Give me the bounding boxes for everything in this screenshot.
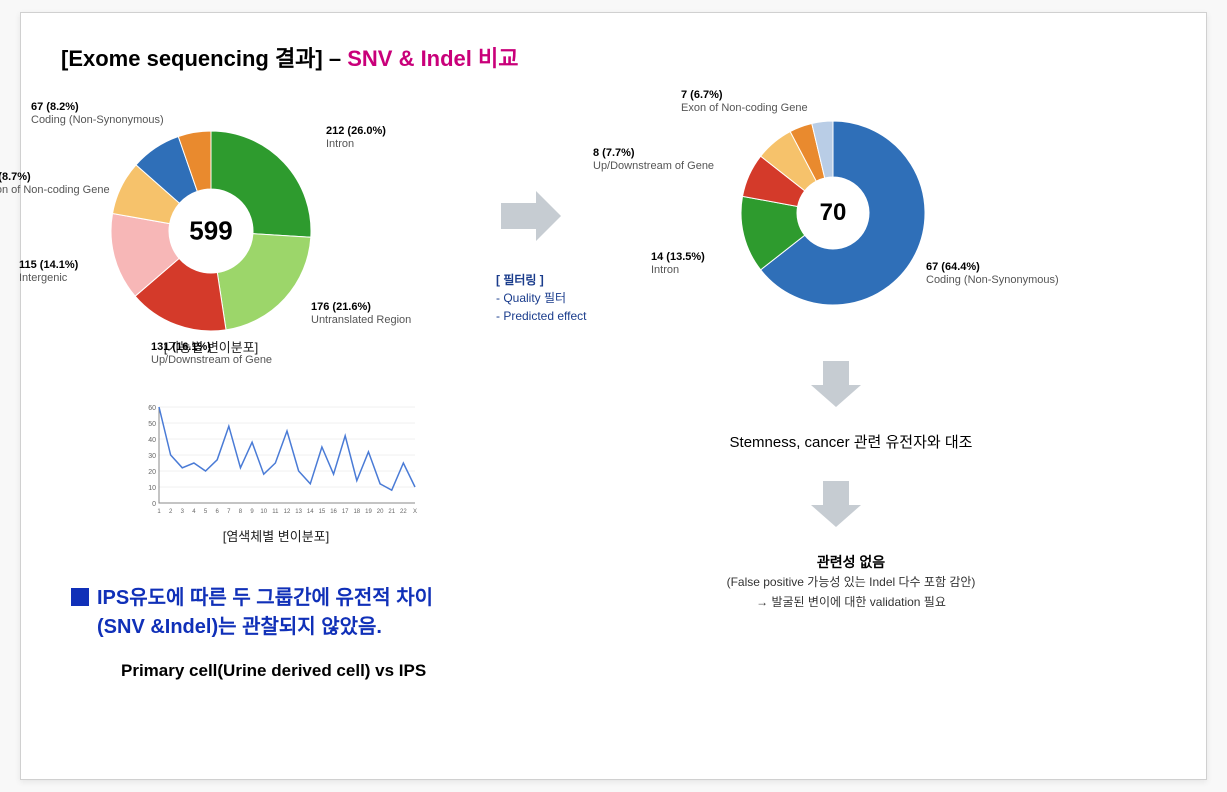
- line-chart-wrap: 0102030405060123456789101112131415161718…: [131, 401, 421, 545]
- filter-line1: - Quality 필터: [496, 289, 587, 307]
- svg-text:11: 11: [272, 509, 279, 515]
- svg-text:2: 2: [169, 509, 173, 515]
- svg-text:6: 6: [216, 509, 220, 515]
- donut-segment: [217, 234, 310, 330]
- bullet-line1: IPS유도에 따른 두 그룹간에 유전적 차이: [97, 587, 433, 609]
- donut-left: 599 212 (26.0%)Intron176 (21.6%)Untransl…: [111, 131, 311, 331]
- svg-text:40: 40: [148, 437, 156, 444]
- svg-text:19: 19: [365, 509, 372, 515]
- donut-right: 70 67 (64.4%)Coding (Non-Synonymous)14 (…: [741, 121, 925, 305]
- title-highlight: SNV & Indel 비교: [347, 46, 518, 71]
- segment-label: 14 (13.5%)Intron: [651, 251, 705, 276]
- filter-title: [ 필터링 ]: [496, 271, 587, 289]
- svg-text:X: X: [413, 509, 417, 515]
- svg-text:13: 13: [295, 509, 302, 515]
- segment-label: 176 (21.6%)Untranslated Region: [311, 301, 411, 326]
- segment-label: 71 (8.7%)Exon of Non-coding Gene: [0, 171, 110, 196]
- svg-text:9: 9: [250, 509, 254, 515]
- donut-right-wrap: 70 67 (64.4%)Coding (Non-Synonymous)14 (…: [741, 121, 925, 305]
- stemness-text: Stemness, cancer 관련 유전자와 대조: [681, 431, 1021, 452]
- line-chart-caption: [염색체별 변이분포]: [131, 526, 421, 545]
- svg-text:10: 10: [260, 509, 267, 515]
- segment-label: 8 (7.7%)Up/Downstream of Gene: [593, 147, 714, 172]
- donut-left-center: 599: [189, 216, 232, 247]
- svg-text:3: 3: [181, 509, 185, 515]
- line-chart-svg: 0102030405060123456789101112131415161718…: [131, 401, 421, 521]
- filter-text: [ 필터링 ] - Quality 필터 - Predicted effect: [496, 271, 587, 325]
- svg-text:18: 18: [353, 509, 360, 515]
- title-prefix: [Exome sequencing 결과] –: [61, 46, 347, 71]
- svg-text:60: 60: [148, 405, 156, 412]
- svg-text:4: 4: [192, 509, 196, 515]
- slide-title: [Exome sequencing 결과] – SNV & Indel 비교: [61, 41, 1166, 73]
- slide: [Exome sequencing 결과] – SNV & Indel 비교 5…: [20, 12, 1207, 780]
- result-line2: → 발굴된 변이에 대한 validation 필요: [651, 593, 1051, 612]
- svg-text:22: 22: [400, 509, 407, 515]
- result-box: 관련성 없음 (False positive 가능성 있는 Indel 다수 포…: [651, 551, 1051, 612]
- result-heading: 관련성 없음: [651, 551, 1051, 573]
- svg-text:10: 10: [148, 485, 156, 492]
- segment-label: 212 (26.0%)Intron: [326, 125, 386, 150]
- svg-text:12: 12: [284, 509, 291, 515]
- svg-text:5: 5: [204, 509, 208, 515]
- svg-text:21: 21: [388, 509, 395, 515]
- svg-text:1: 1: [157, 509, 161, 515]
- donut-right-center: 70: [820, 199, 847, 227]
- svg-text:14: 14: [307, 509, 314, 515]
- svg-text:20: 20: [377, 509, 384, 515]
- segment-label: 131 (16.1%)Up/Downstream of Gene: [151, 341, 272, 366]
- sub-bullet: Primary cell(Urine derived cell) vs IPS: [121, 661, 426, 681]
- result-line1: (False positive 가능성 있는 Indel 다수 포함 감안): [651, 573, 1051, 592]
- arrow-down-2-icon: [811, 481, 861, 532]
- svg-text:8: 8: [239, 509, 243, 515]
- arrow-right-icon: [501, 191, 561, 246]
- svg-text:30: 30: [148, 453, 156, 460]
- segment-label: 67 (64.4%)Coding (Non-Synonymous): [926, 261, 1059, 286]
- svg-text:7: 7: [227, 509, 231, 515]
- segment-label: 115 (14.1%)Intergenic: [19, 259, 78, 284]
- bullet-line2: (SNV &Indel)는 관찰되지 않았음.: [97, 616, 382, 638]
- arrow-down-1-icon: [811, 361, 861, 412]
- filter-line2: - Predicted effect: [496, 307, 587, 325]
- svg-text:50: 50: [148, 421, 156, 428]
- svg-text:0: 0: [152, 501, 156, 508]
- svg-text:15: 15: [319, 509, 326, 515]
- svg-text:20: 20: [148, 469, 156, 476]
- line-series: [159, 407, 415, 490]
- content-area: 599 212 (26.0%)Intron 176 (21.6%)Untransl…: [61, 91, 1166, 771]
- donut-left-wrap: 599 212 (26.0%)Intron176 (21.6%)Untransl…: [111, 131, 311, 356]
- svg-text:17: 17: [342, 509, 349, 515]
- main-bullet: IPS유도에 따른 두 그룹간에 유전적 차이 (SNV &Indel)는 관찰…: [71, 581, 433, 639]
- square-bullet-icon: [71, 588, 89, 606]
- segment-label: 7 (6.7%)Exon of Non-coding Gene: [681, 89, 808, 114]
- svg-text:16: 16: [330, 509, 337, 515]
- segment-label: 67 (8.2%)Coding (Non-Synonymous): [31, 101, 164, 126]
